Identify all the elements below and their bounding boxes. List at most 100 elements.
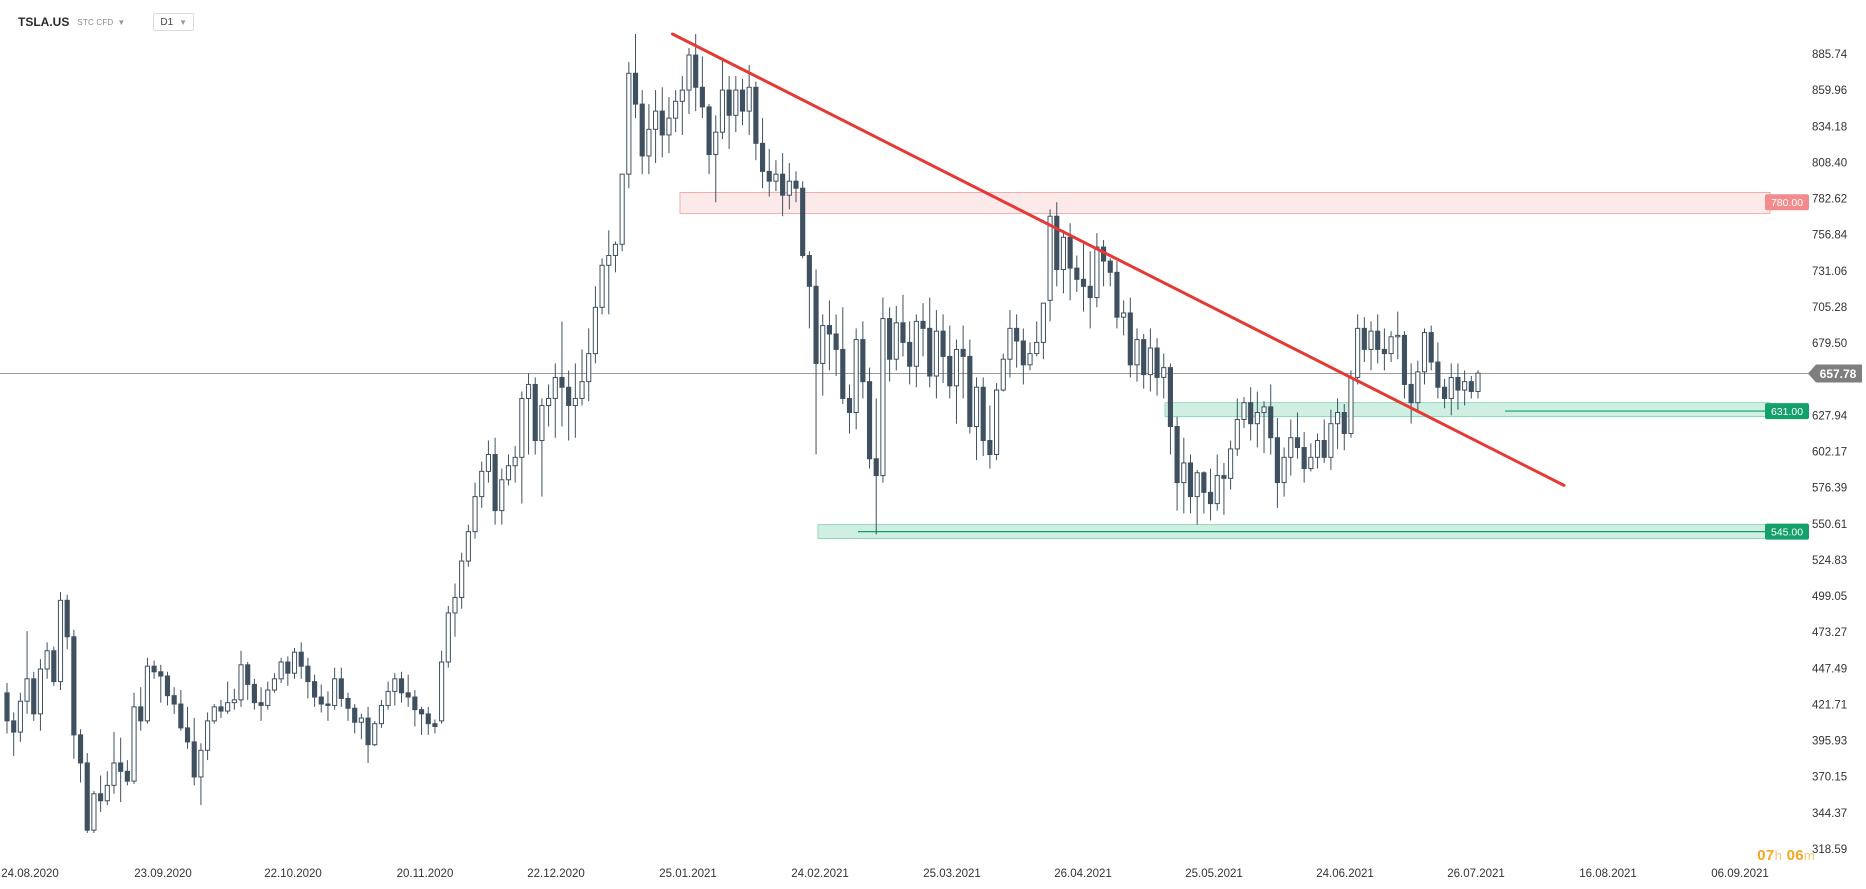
candle-bull: [465, 531, 471, 562]
candle-bull: [1181, 462, 1187, 484]
candle-bull: [519, 397, 525, 458]
candle-bull: [1288, 437, 1294, 458]
candle-bear: [218, 706, 224, 712]
candle-bear: [77, 734, 84, 764]
countdown-minutes-unit: m: [1803, 848, 1815, 863]
candle-bull: [653, 110, 659, 130]
candle-bear: [432, 723, 438, 727]
candle-bear: [1401, 334, 1408, 385]
candle-bear: [980, 386, 986, 442]
candle-bear: [1341, 411, 1347, 435]
candle-bull: [619, 173, 625, 245]
candle-bull: [933, 330, 939, 377]
candle-bull: [57, 599, 64, 683]
candle-bear: [632, 72, 639, 105]
y-tick-label: 447.49: [1812, 663, 1847, 675]
candle-bear: [412, 696, 418, 711]
candle-bull: [1161, 367, 1167, 378]
candle-bull: [265, 689, 271, 706]
level-label: 545.00: [1771, 527, 1803, 539]
candle-bear: [1174, 425, 1180, 484]
candle-bear: [873, 458, 879, 477]
candle-bear: [1294, 437, 1301, 449]
y-tick-label: 473.27: [1812, 627, 1847, 639]
candle-bull: [1335, 411, 1341, 425]
candle-bull: [472, 496, 478, 533]
x-tick-label: 22.12.2020: [527, 868, 585, 880]
candle-bull: [552, 376, 558, 399]
candle-bear: [1107, 260, 1113, 273]
candle-bull: [1261, 406, 1267, 413]
x-tick-label: 25.03.2021: [923, 868, 981, 880]
candle-bull: [1241, 402, 1247, 420]
candle-countdown: 07h 06m: [1757, 847, 1815, 864]
candle-bull: [786, 180, 792, 196]
candle-bull: [17, 700, 23, 733]
candle-bear: [191, 741, 197, 778]
candle-bear: [1321, 440, 1327, 458]
candle-bull: [231, 699, 237, 704]
candle-bull: [913, 320, 919, 367]
candle-bear: [118, 762, 124, 772]
candle-bull: [111, 762, 117, 786]
candle-bear: [806, 254, 812, 287]
candle-bull: [291, 651, 298, 674]
candle-bull: [586, 353, 592, 383]
candle-bear: [1301, 447, 1307, 470]
candle-bear: [1187, 462, 1194, 498]
level-label-box: [1765, 403, 1809, 420]
candle-bear: [753, 86, 759, 144]
candle-bull: [1228, 448, 1234, 479]
level-label-box: [1765, 194, 1809, 211]
candle-bull: [1194, 472, 1200, 498]
candle-bear: [1167, 367, 1174, 427]
countdown-minutes: 06: [1786, 847, 1804, 864]
candle-bear: [258, 702, 264, 706]
y-tick-label: 344.37: [1812, 808, 1847, 820]
candle-bear: [566, 386, 572, 406]
candle-bear: [900, 322, 906, 343]
candle-bull: [1448, 376, 1454, 399]
market-dropdown-chevron-icon[interactable]: ▼: [117, 17, 126, 27]
candle-bull: [225, 702, 231, 712]
candle-bull: [606, 254, 612, 266]
candle-bear: [833, 333, 839, 350]
y-tick-label: 576.39: [1812, 483, 1847, 495]
candle-bull: [452, 597, 458, 614]
candle-bear: [158, 671, 164, 677]
candle-bear: [124, 770, 130, 782]
candle-bull: [1000, 358, 1006, 391]
y-tick-label: 859.96: [1812, 85, 1847, 97]
candle-bear: [184, 727, 191, 743]
candle-bull: [378, 704, 385, 725]
x-tick-label: 24.02.2021: [791, 868, 849, 880]
candle-bull: [679, 89, 685, 102]
candle-bull: [579, 381, 585, 399]
candle-bear: [305, 665, 311, 683]
candle-bull: [646, 128, 652, 157]
candle-bear: [927, 327, 933, 377]
candle-bear: [706, 106, 712, 156]
candle-bull: [572, 397, 578, 406]
candle-bear: [1428, 332, 1434, 363]
candle-bear: [71, 636, 77, 736]
candle-bull: [198, 749, 204, 778]
x-tick-label: 23.09.2020: [134, 868, 192, 880]
candle-bull: [973, 386, 980, 427]
y-tick-label: 370.15: [1812, 772, 1847, 784]
candle-bull: [505, 465, 512, 481]
candle-bull: [1314, 440, 1321, 458]
candle-bear: [1361, 327, 1367, 350]
candle-bull: [592, 306, 598, 355]
x-tick-label: 06.09.2021: [1711, 868, 1769, 880]
candle-bull: [994, 389, 1000, 456]
candle-bear: [298, 651, 304, 667]
candle-bear: [1221, 475, 1227, 479]
timeframe-select[interactable]: D1 ▼: [153, 13, 195, 31]
candle-bull: [358, 717, 364, 723]
candle-bear: [1020, 340, 1026, 366]
candle-bear: [151, 665, 157, 673]
candle-bear: [846, 397, 853, 413]
candle-bear: [866, 381, 873, 460]
